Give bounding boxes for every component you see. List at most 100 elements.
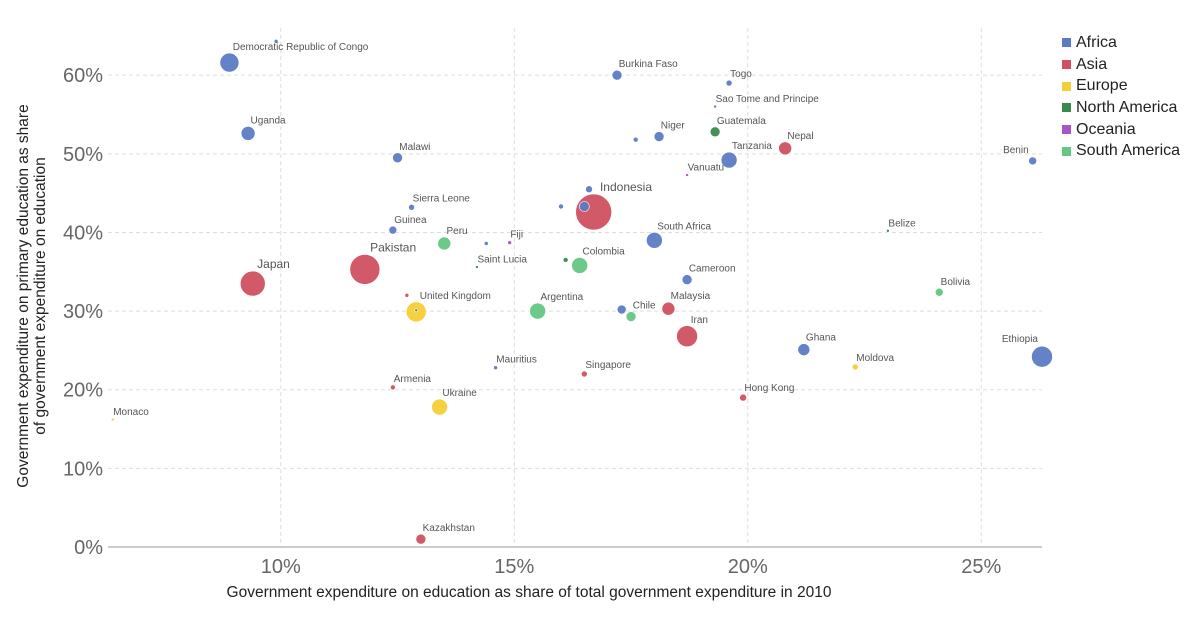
point-labels: Democratic Republic of Congo Uganda Malawi… [113,42,1038,534]
data-points [110,39,1053,545]
point-label: Ethiopia [1002,334,1039,345]
data-point[interactable] [676,325,698,348]
x-axis-title: Government expenditure on education as s… [227,584,832,601]
data-point[interactable] [437,236,452,251]
point-label: Armenia [394,374,432,385]
point-label: Ukraine [442,388,477,399]
data-point[interactable] [493,365,498,371]
point-label: Fiji [510,230,523,241]
y-axis-title-line: Government expenditure on primary educat… [15,104,32,487]
data-point[interactable] [390,384,396,391]
data-point[interactable] [219,52,240,73]
legend: Africa Asia Europe North America Oceania Sout… [1062,32,1180,162]
data-point[interactable] [415,533,427,545]
point-label: Kazakhstan [423,523,475,534]
data-point[interactable] [725,79,733,87]
point-label: Guinea [394,215,427,226]
data-point[interactable] [611,69,623,81]
data-point[interactable] [273,39,279,44]
legend-label: Europe [1076,77,1128,95]
point-label: Iran [691,315,708,326]
data-point[interactable] [851,363,859,371]
data-point[interactable] [483,241,489,246]
data-point[interactable] [632,136,639,143]
data-point[interactable] [579,201,590,212]
legend-item[interactable]: South America [1062,140,1180,162]
data-point[interactable] [713,104,717,109]
legend-label: Africa [1076,33,1117,51]
y-tick-label: 30% [63,301,103,323]
point-label: Japan [257,257,290,271]
y-tick-label: 50% [63,144,103,166]
y-tick-label: 20% [63,380,103,402]
data-point[interactable] [507,240,512,245]
legend-item[interactable]: Oceania [1062,119,1180,141]
data-point[interactable] [562,257,569,263]
point-label: Nepal [787,131,813,142]
data-point[interactable] [581,370,588,378]
data-point[interactable] [349,254,381,285]
data-point[interactable] [778,141,792,156]
data-point[interactable] [685,173,689,177]
x-tick-label: 25% [961,556,1001,578]
data-point[interactable] [709,126,721,138]
data-point[interactable] [616,304,627,315]
legend-item[interactable]: North America [1062,97,1180,119]
point-label: Hong Kong [744,383,794,394]
point-label: Monaco [113,407,149,418]
x-tick-label: 15% [494,556,534,578]
data-point[interactable] [739,393,747,402]
data-point[interactable] [797,343,811,356]
data-point[interactable] [646,232,663,249]
data-point[interactable] [1028,156,1037,166]
point-label: Democratic Republic of Congo [233,42,369,53]
data-point[interactable] [625,311,637,322]
point-label: Tanzania [732,141,772,152]
data-point[interactable] [720,151,738,169]
data-point[interactable] [661,301,676,316]
legend-swatch [1062,125,1071,135]
data-point[interactable] [681,274,693,285]
legend-item[interactable]: Africa [1062,32,1180,54]
data-point[interactable] [653,131,665,142]
point-label: Indonesia [600,180,652,194]
point-label: Sao Tome and Principe [716,94,820,105]
x-tick-label: 10% [261,556,301,578]
point-label: Mauritius [496,355,537,366]
data-point[interactable] [575,193,612,231]
data-point[interactable] [408,203,415,211]
y-tick-label: 40% [63,222,103,244]
legend-item[interactable]: Asia [1062,54,1180,76]
point-label: Guatemala [717,116,766,127]
legend-swatch [1062,146,1071,156]
point-label: Burkina Faso [619,59,678,70]
legend-swatch [1062,60,1071,70]
point-label: Uganda [251,115,286,126]
legend-label: Asia [1076,55,1108,73]
point-label: Argentina [540,292,583,303]
data-point[interactable] [392,152,403,164]
point-label: Belize [888,218,916,229]
data-point[interactable] [240,126,256,141]
data-point[interactable] [585,185,593,194]
data-point[interactable] [110,417,115,422]
data-point[interactable] [431,398,448,416]
legend-label: South America [1076,142,1181,160]
data-point[interactable] [388,225,398,235]
data-point[interactable] [1031,345,1053,368]
point-label: Saint Lucia [477,255,527,266]
data-point[interactable] [529,302,546,320]
data-point[interactable] [558,203,564,210]
data-point[interactable] [414,308,419,313]
y-tick-label: 0% [74,537,103,559]
legend-item[interactable]: Europe [1062,75,1180,97]
data-point[interactable] [886,229,890,233]
data-point[interactable] [239,270,266,297]
data-point[interactable] [475,265,479,269]
y-tick-label: 10% [63,458,103,480]
data-point[interactable] [404,293,410,298]
data-point[interactable] [571,257,588,274]
legend-label: Oceania [1076,120,1136,138]
legend-swatch [1062,103,1071,113]
data-point[interactable] [934,287,944,297]
